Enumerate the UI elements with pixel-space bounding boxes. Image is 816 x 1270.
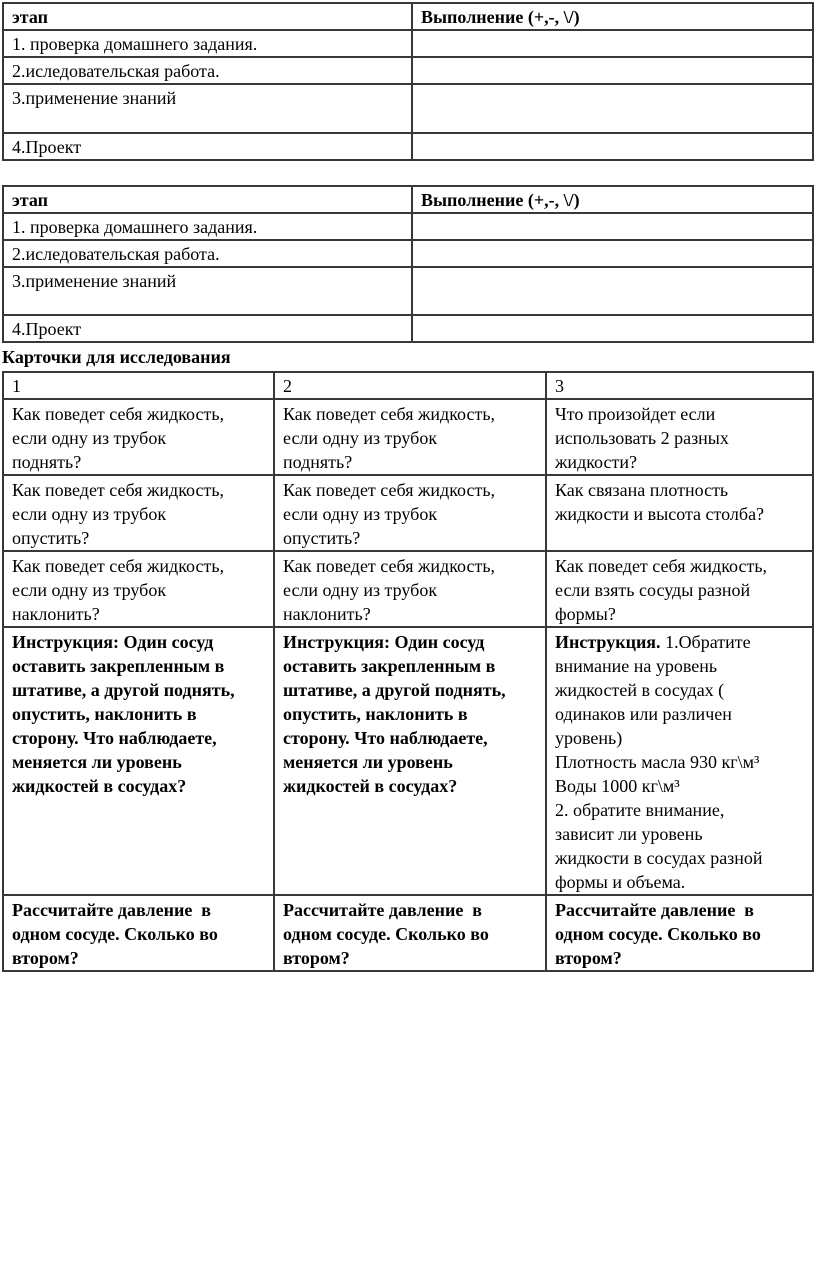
pressure-task-cell: Рассчитайте давление в одном сосуде. Ско… [545,894,814,972]
pressure-task-row: Рассчитайте давление в одном сосуде. Ско… [2,894,814,972]
stage-cell: 2.иследовательская работа. [2,239,413,268]
stage-table-2: этап Выполнение (+,-, \/) 1. проверка до… [2,185,814,343]
stage-cell: 4.Проект [2,132,413,161]
instruction-label: Инструкция: [283,632,391,652]
question-text: Как поведет себя жидкость, если взять со… [555,556,768,624]
instruction-text: Инструкция. 1.Обратите внимание на урове… [555,630,804,893]
question-text: Как поведет себя жидкость, если одну из … [12,556,225,624]
execution-cell [411,56,814,85]
table-row: 4.Проект [2,314,814,343]
table-row: 2.иследовательская работа. [2,239,814,268]
pressure-task-cell: Рассчитайте давление в одном сосуде. Ско… [273,894,547,972]
pressure-task-text: Рассчитайте давление в одном сосуде. Ско… [12,900,218,968]
question-row: Как поведет себя жидкость, если одну из … [2,550,814,628]
question-cell: Как поведет себя жидкость, если одну из … [2,474,275,552]
instruction-text: Инструкция: Один сосуд оставить закрепле… [12,630,265,798]
pressure-task-text: Рассчитайте давление в одном сосуде. Ско… [283,900,489,968]
stage-cell: 3.применение знаний [2,83,413,134]
instruction-cell: Инструкция: Один сосуд оставить закрепле… [2,626,275,896]
execution-cell [411,83,814,134]
execution-cell [411,266,814,316]
card-number-cell: 2 [273,371,547,400]
document-content: этап Выполнение (+,-, \/) 1. проверка до… [2,2,814,972]
execution-cell [411,212,814,241]
question-cell: Как поведет себя жидкость, если одну из … [2,398,275,476]
instruction-body: 1.Обратите внимание на уровень жидкостей… [555,632,763,892]
stage-cell: 1. проверка домашнего задания. [2,212,413,241]
execution-header-cell: Выполнение (+,-, \/) [411,185,814,214]
question-text: Как поведет себя жидкость, если одну из … [12,480,225,548]
execution-cell [411,239,814,268]
instruction-label: Инструкция: [12,632,120,652]
question-row: Как поведет себя жидкость, если одну из … [2,398,814,476]
card-number-cell: 3 [545,371,814,400]
table-header-row: этап Выполнение (+,-, \/) [2,185,814,214]
execution-cell [411,314,814,343]
table-row: 3.применение знаний [2,266,814,316]
instruction-cell: Инструкция. 1.Обратите внимание на урове… [545,626,814,896]
question-cell: Как поведет себя жидкость, если одну из … [273,398,547,476]
execution-header-cell: Выполнение (+,-, \/) [411,2,814,31]
cards-section-heading: Карточки для исследования [2,347,231,367]
question-cell: Как поведет себя жидкость, если одну из … [2,550,275,628]
instruction-body: Один сосуд оставить закрепленным в штати… [12,632,235,796]
execution-cell [411,29,814,58]
stage-cell: 2.иследовательская работа. [2,56,413,85]
table-row: 1. проверка домашнего задания. [2,212,814,241]
question-text: Как поведет себя жидкость, если одну из … [12,404,225,472]
table-row: 2.иследовательская работа. [2,56,814,85]
card-number-cell: 1 [2,371,275,400]
instruction-label: Инструкция. [555,632,661,652]
execution-cell [411,132,814,161]
instruction-text: Инструкция: Один сосуд оставить закрепле… [283,630,537,798]
question-cell: Как связана плотность жидкости и высота … [545,474,814,552]
question-text: Что произойдет если использовать 2 разны… [555,404,729,472]
paragraph-spacer [2,161,813,185]
stage-table-1: этап Выполнение (+,-, \/) 1. проверка до… [2,2,814,161]
table-row: 4.Проект [2,132,814,161]
question-text: Как связана плотность жидкости и высота … [555,480,765,524]
question-text: Как поведет себя жидкость, если одну из … [283,404,496,472]
question-cell: Как поведет себя жидкость, если взять со… [545,550,814,628]
cards-header-row: 1 2 3 [2,371,814,400]
question-cell: Что произойдет если использовать 2 разны… [545,398,814,476]
stage-cell: 3.применение знаний [2,266,413,316]
table-row: 1. проверка домашнего задания. [2,29,814,58]
instruction-row: Инструкция: Один сосуд оставить закрепле… [2,626,814,896]
question-cell: Как поведет себя жидкость, если одну из … [273,474,547,552]
question-row: Как поведет себя жидкость, если одну из … [2,474,814,552]
instruction-body: Один сосуд оставить закрепленным в штати… [283,632,506,796]
question-text: Как поведет себя жидкость, если одну из … [283,556,496,624]
pressure-task-cell: Рассчитайте давление в одном сосуде. Ско… [2,894,275,972]
stage-cell: 1. проверка домашнего задания. [2,29,413,58]
stage-header-cell: этап [2,185,413,214]
table-header-row: этап Выполнение (+,-, \/) [2,2,814,31]
stage-cell: 4.Проект [2,314,413,343]
research-cards-table: 1 2 3 Как поведет себя жидкость, если од… [2,371,814,972]
pressure-task-text: Рассчитайте давление в одном сосуде. Ско… [555,900,761,968]
question-cell: Как поведет себя жидкость, если одну из … [273,550,547,628]
table-row: 3.применение знаний [2,83,814,134]
question-text: Как поведет себя жидкость, если одну из … [283,480,496,548]
stage-header-cell: этап [2,2,413,31]
instruction-cell: Инструкция: Один сосуд оставить закрепле… [273,626,547,896]
